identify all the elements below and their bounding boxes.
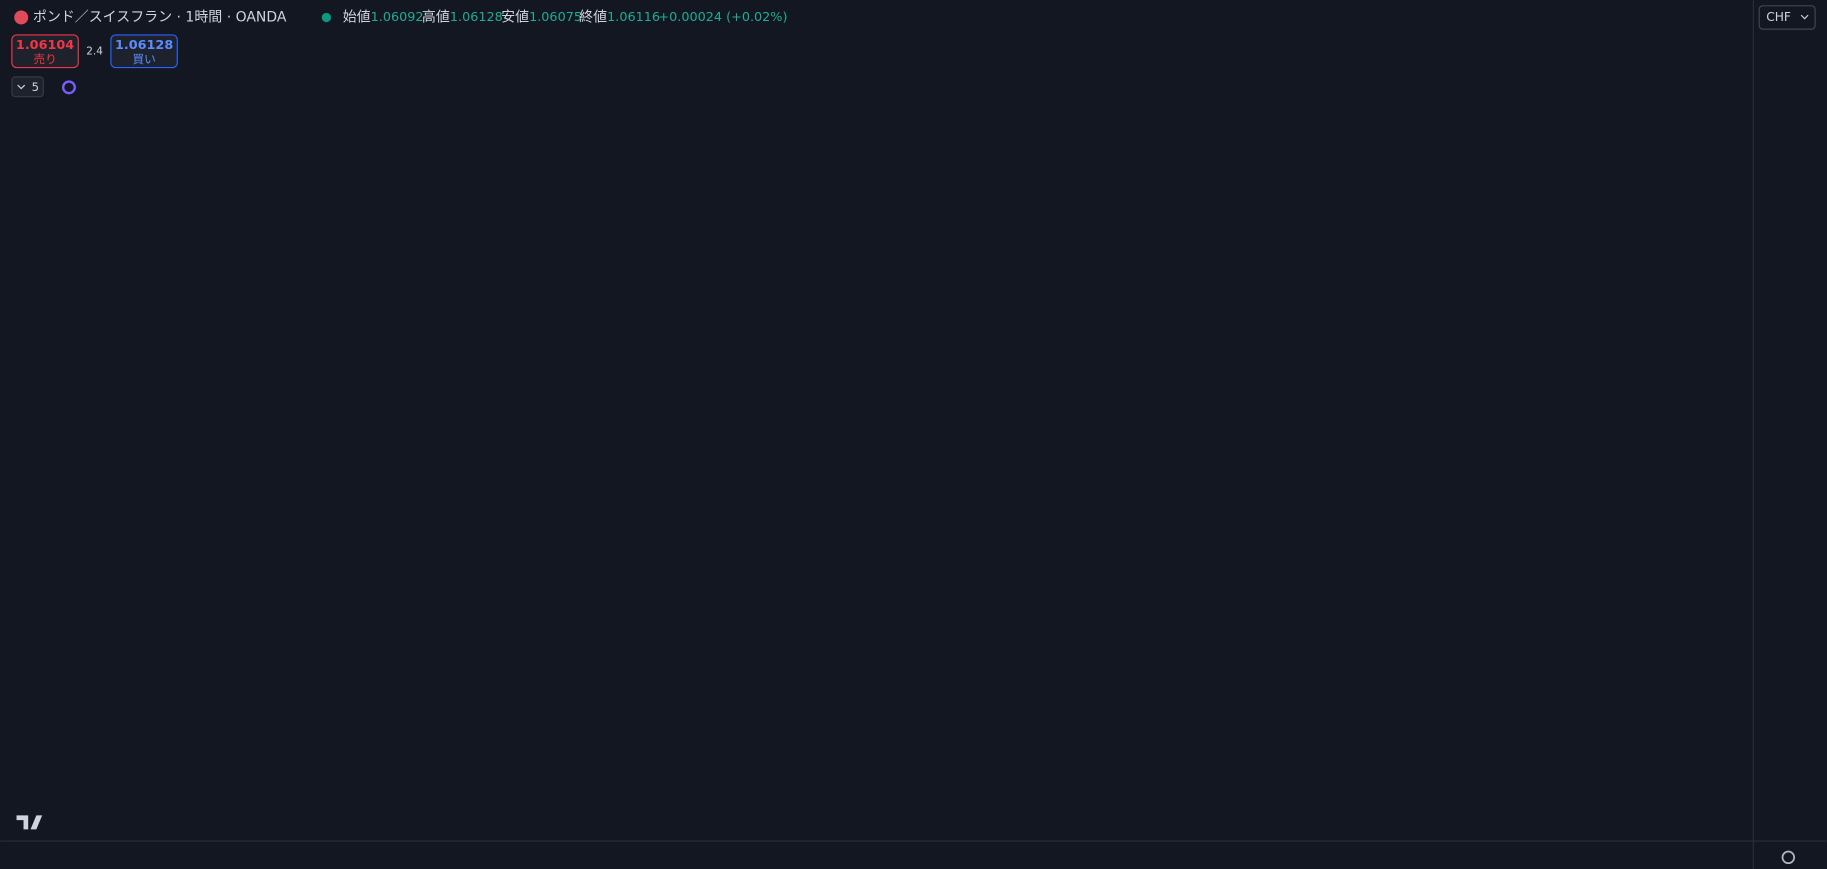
- close-value: 1.06116: [607, 10, 660, 25]
- settings-icon[interactable]: [1781, 850, 1796, 865]
- symbol-icon: [14, 10, 29, 25]
- currency-select[interactable]: [1758, 5, 1816, 30]
- buy-button[interactable]: [110, 34, 178, 69]
- chevron-icon: [17, 84, 26, 90]
- indicator-count: 5: [32, 80, 39, 94]
- change: +0.00024 (+0.02%): [658, 10, 787, 25]
- indicators-toggle[interactable]: [11, 76, 44, 98]
- sell-price: 1.06104: [16, 38, 74, 53]
- trade-buttons[interactable]: 1.06104 売り 2.4 1.06128 買い 5 CHF: [11, 5, 1816, 98]
- spread: 2.4: [86, 45, 103, 57]
- close-label: 終値: [579, 9, 607, 25]
- buy-price: 1.06128: [115, 38, 173, 53]
- symbol: ポンド／スイスフラン · 1時間 · OANDA: [33, 9, 287, 25]
- buy-label: 買い: [132, 52, 155, 66]
- chevron-icon: [1800, 14, 1809, 20]
- low-label: 安値: [501, 9, 529, 25]
- tv-logo: [16, 815, 43, 830]
- open-label: 始値: [343, 9, 371, 25]
- currency: CHF: [1766, 10, 1791, 24]
- logo: [16, 815, 1796, 865]
- low-value: 1.06075: [529, 10, 582, 25]
- high-value: 1.06128: [450, 10, 503, 25]
- sell-button[interactable]: [11, 34, 79, 69]
- sync-icon[interactable]: [61, 80, 76, 95]
- market-status: [321, 12, 332, 23]
- sell-label: 売り: [33, 52, 56, 66]
- high-label: 高値: [422, 8, 450, 25]
- header: ポンド／スイスフラン · 1時間 · OANDA 始値 1.06092 高値 1…: [14, 8, 787, 25]
- open-value: 1.06092: [371, 10, 424, 25]
